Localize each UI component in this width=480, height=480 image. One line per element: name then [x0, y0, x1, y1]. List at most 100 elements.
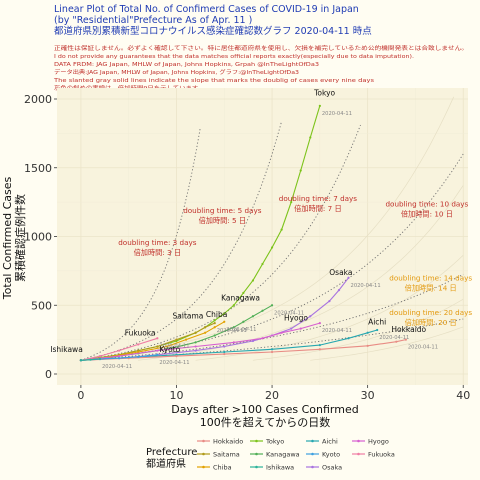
legend-swatch-point-kyoto [311, 452, 314, 456]
y-tick-label: 2000 [24, 93, 52, 106]
data-point-chiba [165, 345, 169, 348]
data-point-kanagawa [251, 315, 255, 318]
data-point-aichi [223, 350, 226, 354]
axes: 0 10 20 30 40 0 500 1000 1500 2000 [24, 93, 470, 402]
data-point-hyogo [118, 355, 121, 358]
data-point-kanagawa [232, 326, 235, 329]
data-point-osaka [328, 300, 331, 303]
data-series [79, 104, 407, 362]
data-point-fukuoka [156, 337, 159, 340]
legend-label-kanagawa: Kanagawa [266, 450, 300, 458]
data-point-osaka [194, 349, 197, 352]
data-point-hokkaido [175, 355, 178, 358]
data-point-saitama [156, 345, 159, 348]
doubling-label-ja-20: 倍加時間: 20 日 [405, 318, 457, 327]
nine-day-reference-line [195, 254, 464, 361]
legend-label-tokyo: Tokyo [265, 437, 284, 445]
data-point-osaka [347, 276, 350, 279]
chart-title-line-2: (by "Residential"Prefecture As of Apr. 1… [54, 15, 252, 26]
legend-label-kyoto: Kyoto [322, 450, 340, 458]
series-label-kanagawa: Kanagawa [221, 293, 260, 302]
data-point-ishikawa [98, 357, 102, 360]
data-point-aichi [376, 328, 379, 332]
data-point-hyogo [261, 337, 264, 340]
data-point-saitama [204, 326, 207, 329]
data-point-hokkaido [223, 352, 226, 356]
series-label-ishikawa: Ishikawa [50, 345, 83, 354]
data-point-saitama [194, 331, 197, 334]
series-line-chiba [80, 321, 225, 361]
doubling-label-en-14: doubling time: 14 days [389, 274, 472, 283]
data-point-chiba [204, 331, 207, 334]
series-label-tokyo: Tokyo [313, 89, 335, 98]
legend-swatch-point-ishikawa [255, 465, 258, 469]
series-label-hyogo: Hyogo [284, 313, 308, 322]
legend-items: Hokkaido Saitama Chiba Tokyo Kanagawa Ishikaw… [197, 437, 395, 471]
data-point-tokyo [299, 169, 302, 172]
legend-swatch-point-aichi [311, 439, 314, 443]
doubling-label-en-5: doubling time: 5 days [183, 206, 261, 215]
legend-swatch-point-tokyo [255, 439, 258, 443]
data-point-chiba [213, 326, 216, 329]
y-tick-label: 0 [45, 368, 52, 381]
data-point-hokkaido [395, 340, 398, 343]
doubling-label-en-10: doubling time: 10 days [385, 199, 468, 208]
data-point-hokkaido [270, 350, 274, 354]
date-label-hokkaido: 2020-04-11 [408, 345, 438, 351]
data-point-osaka [223, 345, 226, 348]
chart-header: Linear Plot of Total No. of Confimerd Ca… [53, 4, 468, 92]
series-label-kyoto: Kyoto [159, 345, 180, 354]
date-label-hyogo: 2020-04-11 [322, 328, 352, 334]
data-point-tokyo [280, 228, 283, 231]
date-label-aichi: 2020-04-11 [379, 335, 409, 341]
date-label-tokyo: 2020-04-11 [322, 111, 352, 117]
date-label-osaka: 2020-04-11 [351, 283, 381, 289]
legend-label-chiba: Chiba [213, 463, 232, 471]
data-point-aichi [366, 331, 369, 334]
data-point-ishikawa [89, 358, 92, 361]
data-point-aichi [270, 348, 274, 351]
data-point-chiba [223, 320, 226, 323]
data-point-osaka [251, 339, 255, 343]
doubling-label-ja-5: 倍加時間: 5 日 [199, 216, 247, 225]
chart-note-line-5: The slanted gray solid lines indicate th… [53, 78, 374, 84]
axis-titles: Days after >100 Cases Confirmed 100件を超えて… [1, 177, 359, 429]
data-point-chiba [184, 338, 188, 341]
doubling-line-3-days [80, 127, 201, 361]
y-tick-label: 1500 [24, 162, 52, 175]
doubling-line-20-days [80, 318, 464, 361]
chart-title-line-3: 都道府県別累積新型コロナウイルス感染症確認数グラフ 2020-04-11 時点 [54, 25, 372, 37]
x-tick-label: 40 [456, 389, 470, 402]
legend-label-hokkaido: Hokkaido [213, 437, 243, 445]
data-point-saitama [175, 338, 178, 341]
chart-note-line-4: データ出典:JAG Japan, MHLW of Japan, Johns Ho… [54, 68, 299, 76]
x-tick-label: 30 [361, 389, 375, 402]
data-point-osaka [337, 289, 341, 292]
series-label-osaka: Osaka [329, 268, 352, 277]
data-point-tokyo [309, 136, 312, 139]
legend-swatch-point-osaka [311, 465, 314, 469]
legend-swatch-point-chiba [202, 465, 205, 469]
data-point-saitama [213, 322, 216, 325]
series-label-chiba: Chiba [206, 310, 227, 319]
legend-swatch-point-hyogo [357, 439, 360, 443]
data-point-kanagawa [194, 341, 197, 344]
x-axis-title-ja: 100件を超えてからの日数 [200, 415, 330, 429]
legend-label-fukuoka: Fukuoka [368, 450, 395, 458]
chart-note-line-3: DATA FRDM: JAG Japan, MHLW of Japan, Joh… [54, 62, 319, 68]
series-label-hokkaido: Hokkaido [391, 325, 426, 334]
doubling-label-en-7: doubling time: 7 days [279, 194, 357, 203]
doubling-label-ja-14: 倍加時間: 14 日 [405, 284, 457, 293]
date-label-kanagawa: 2020-04-11 [274, 310, 304, 316]
data-point-hokkaido [404, 338, 407, 341]
y-tick-label: 500 [31, 299, 52, 312]
series-label-aichi: Aichi [368, 318, 386, 327]
y-axis-title-en: Total Confirmed Cases [1, 177, 14, 301]
data-point-tokyo [223, 312, 226, 315]
legend-label-saitama: Saitama [213, 450, 240, 458]
nine-day-reference-line [310, 326, 464, 361]
series-label-fukuoka: Fukuoka [125, 329, 156, 338]
doubling-label-en-20: doubling time: 20 days [389, 308, 472, 317]
data-point-tokyo [318, 104, 321, 107]
